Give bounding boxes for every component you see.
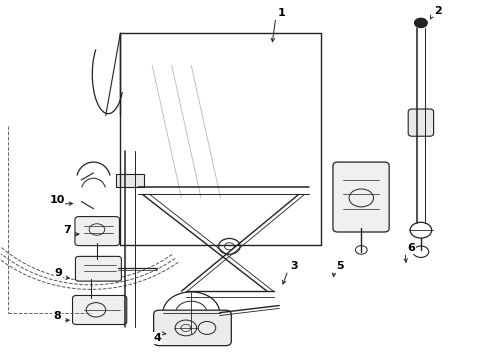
Text: 6: 6 bbox=[407, 243, 415, 253]
Text: 7: 7 bbox=[63, 225, 71, 235]
FancyBboxPatch shape bbox=[333, 162, 389, 232]
FancyBboxPatch shape bbox=[408, 109, 434, 136]
Text: 4: 4 bbox=[153, 333, 161, 343]
FancyBboxPatch shape bbox=[75, 256, 122, 281]
Text: 9: 9 bbox=[54, 268, 62, 278]
FancyBboxPatch shape bbox=[75, 217, 120, 246]
Text: 2: 2 bbox=[434, 6, 442, 17]
Text: 8: 8 bbox=[53, 311, 61, 321]
FancyBboxPatch shape bbox=[154, 310, 231, 346]
Text: 1: 1 bbox=[278, 8, 286, 18]
Circle shape bbox=[415, 18, 427, 28]
FancyBboxPatch shape bbox=[117, 174, 144, 187]
FancyBboxPatch shape bbox=[73, 296, 127, 324]
Text: 10: 10 bbox=[49, 195, 65, 205]
Text: 5: 5 bbox=[337, 261, 344, 271]
Text: 3: 3 bbox=[290, 261, 297, 271]
